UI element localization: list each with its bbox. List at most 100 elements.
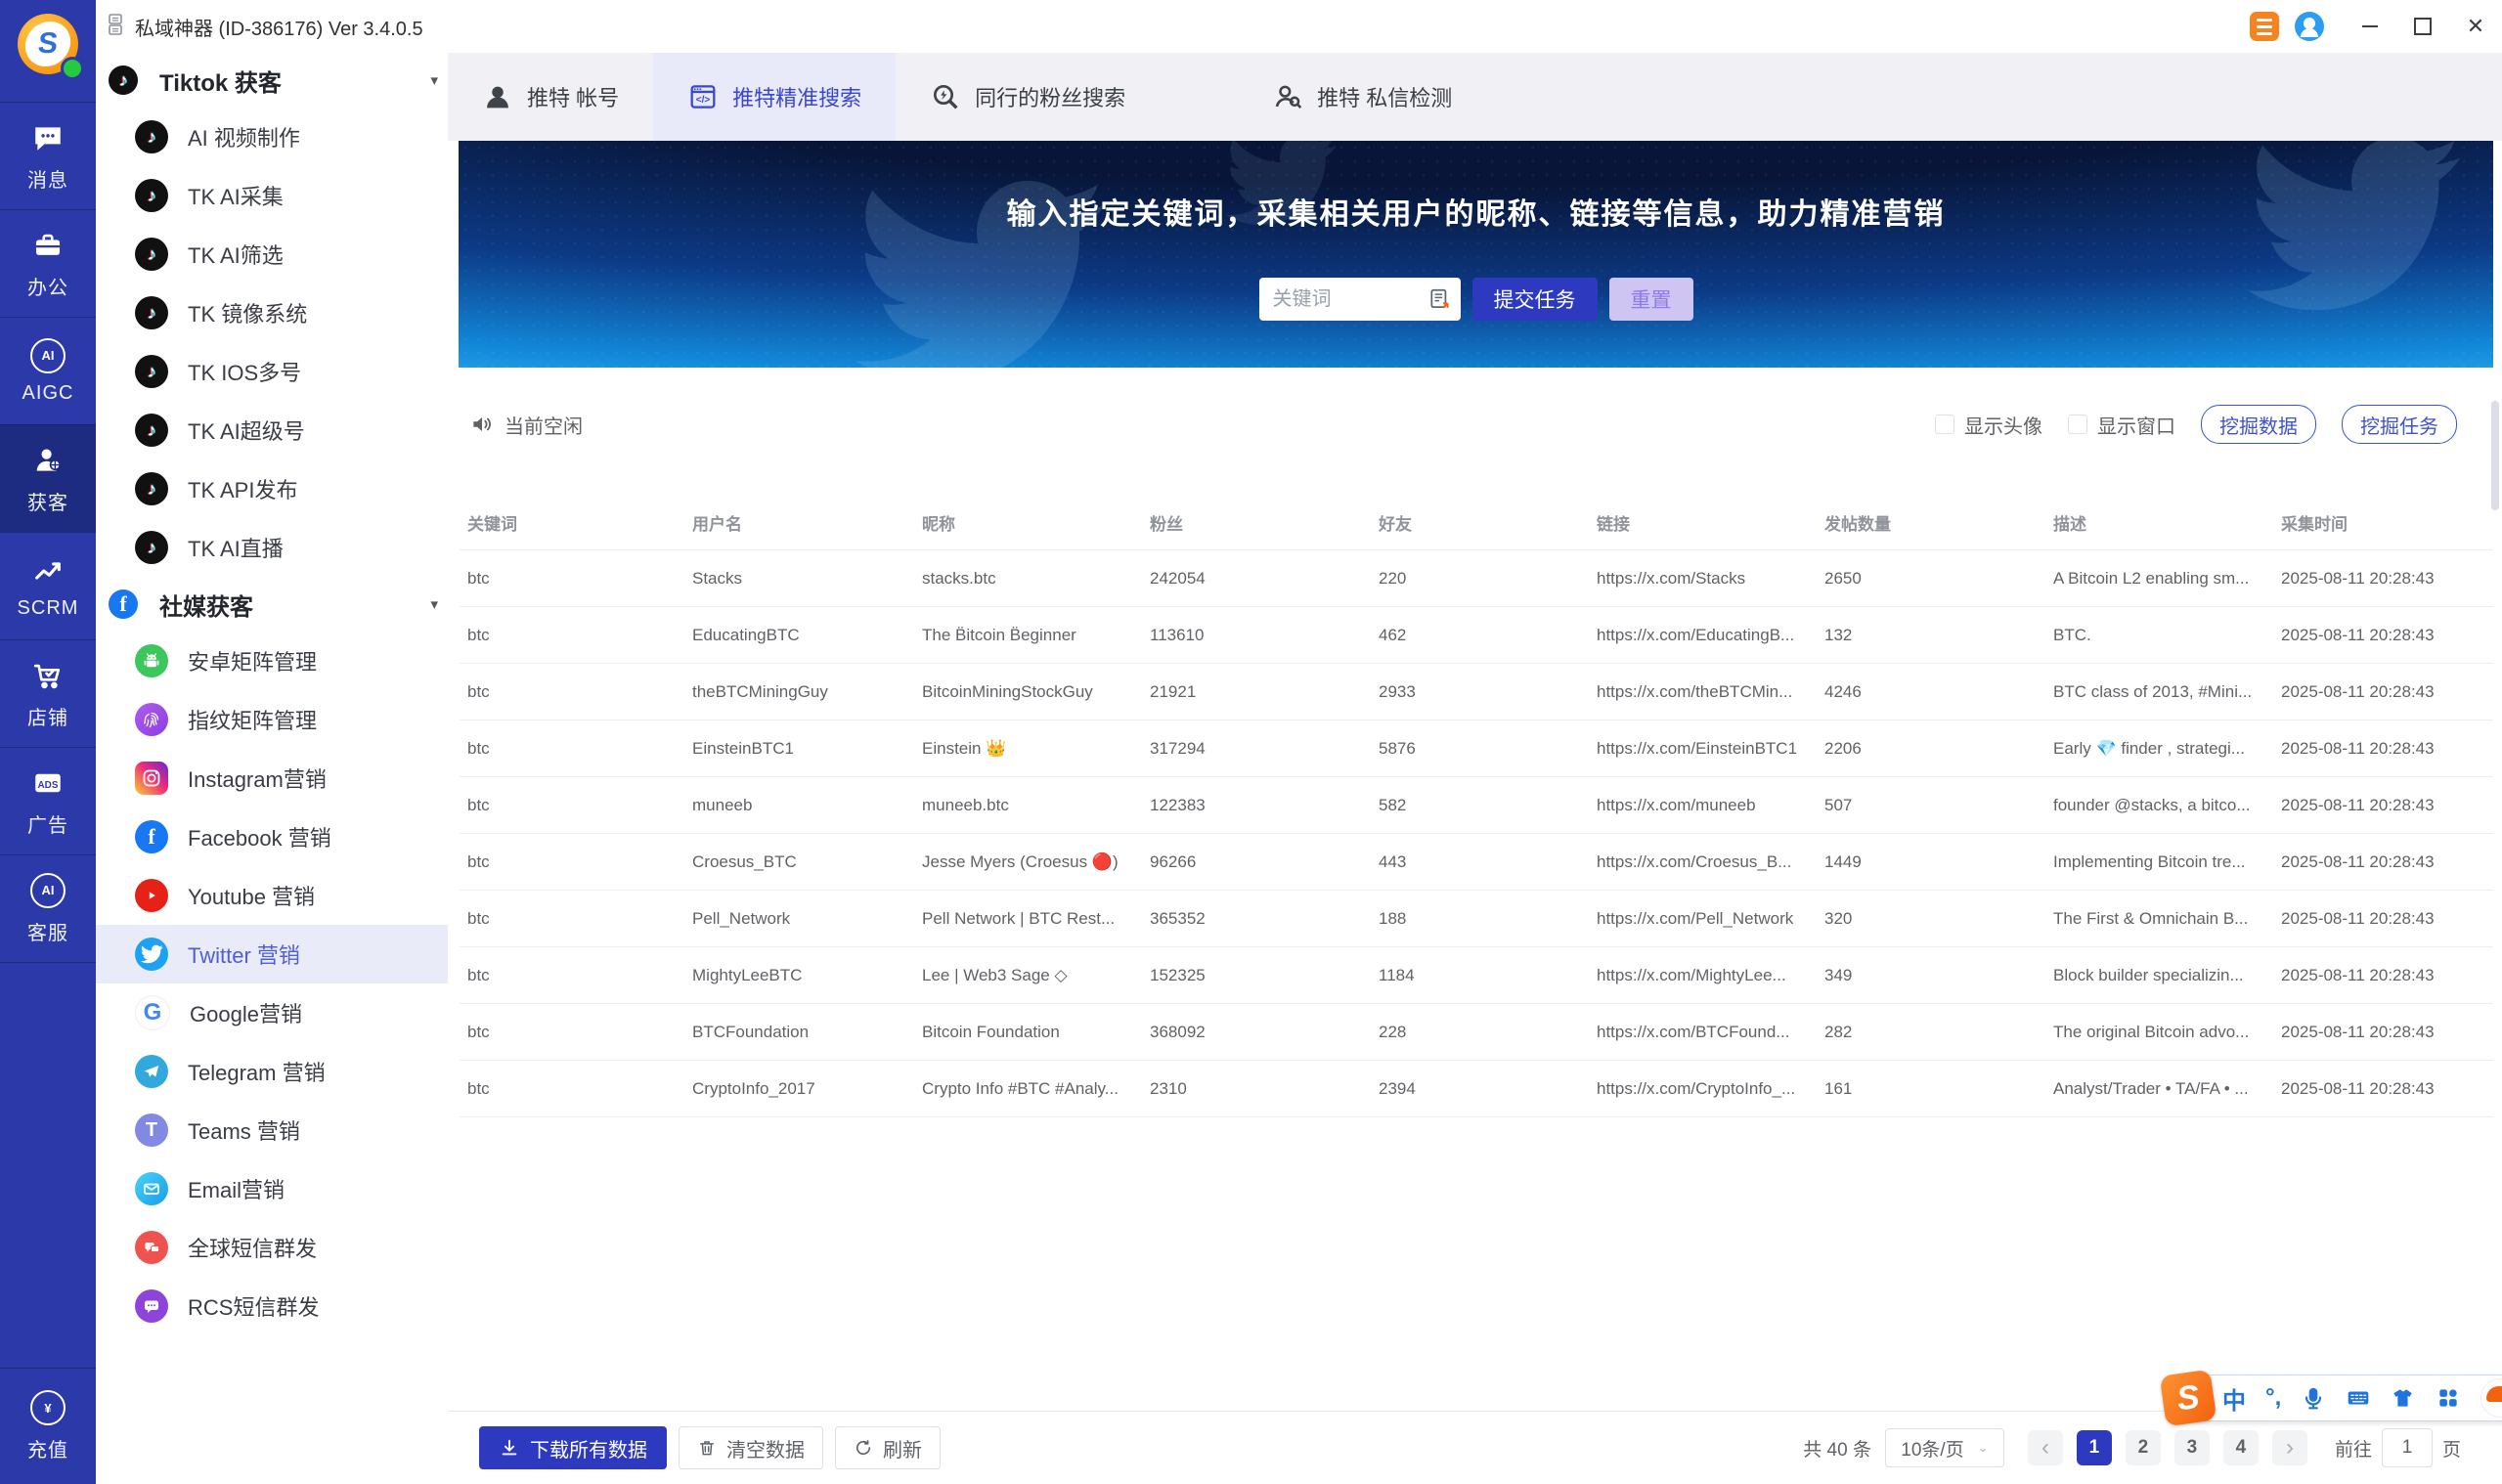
sidebar-item-rcs-sms[interactable]: RCS短信群发 <box>96 1277 448 1335</box>
rail-item-aigc[interactable]: AI AIGC <box>0 317 96 424</box>
tab-bar: 推特 帐号 </> 推特精准搜索 同行的粉丝搜索 推特 私信检测 <box>448 53 2502 141</box>
cell-nickname: Pell Network | BTC Rest... <box>914 890 1142 947</box>
sidebar-item-youtube[interactable]: Youtube 营销 <box>96 866 448 925</box>
chevron-down-icon[interactable]: ▾ <box>430 72 438 89</box>
rail-item-service[interactable]: AI 客服 <box>0 854 96 962</box>
code-window-icon: </> <box>690 85 716 109</box>
sidebar-item-ai-video[interactable]: ♪ AI 视频制作 <box>96 108 448 166</box>
microphone-icon[interactable] <box>2301 1385 2326 1411</box>
reset-button[interactable]: 重置 <box>1608 278 1693 321</box>
tab-peer-followers-search[interactable]: 同行的粉丝搜索 <box>896 53 1160 141</box>
keyword-input[interactable] <box>1258 278 1461 321</box>
cell-time: 2025-08-11 20:28:43 <box>2273 663 2493 720</box>
page-button-1[interactable]: 1 <box>2076 1430 2112 1465</box>
clear-data-button[interactable]: 清空数据 <box>679 1426 823 1469</box>
rail-item-ads[interactable]: ADS 广告 <box>0 747 96 854</box>
chevron-down-icon[interactable]: ▾ <box>430 596 438 613</box>
sidebar-item-global-sms[interactable]: 全球短信群发 <box>96 1218 448 1277</box>
rail-item-recharge[interactable]: ¥ 充值 <box>0 1368 96 1484</box>
svg-text:</>: </> <box>696 95 711 106</box>
page-button-4[interactable]: 4 <box>2222 1430 2259 1465</box>
page-size-select[interactable]: 10条/页 ⌄ <box>1884 1428 2004 1467</box>
sidebar-item-telegram[interactable]: Telegram 营销 <box>96 1042 448 1101</box>
cell-posts: 282 <box>1817 1003 2045 1061</box>
paste-task-icon[interactable] <box>1427 286 1453 312</box>
sidebar-item-fingerprint-matrix[interactable]: 指纹矩阵管理 <box>96 690 448 749</box>
orange-tray-icon[interactable] <box>2250 12 2279 41</box>
rail-item-leads[interactable]: 获客 <box>0 424 96 532</box>
cell-desc: The original Bitcoin advo... <box>2045 1003 2273 1061</box>
goto-unit: 页 <box>2441 1439 2461 1461</box>
sidebar-item-teams[interactable]: T Teams 营销 <box>96 1101 448 1159</box>
tab-twitter-accounts[interactable]: 推特 帐号 <box>448 53 653 141</box>
checkbox[interactable] <box>2068 415 2087 434</box>
keyboard-icon[interactable] <box>2346 1385 2371 1411</box>
toolbox-grid-icon[interactable] <box>2436 1385 2461 1411</box>
tiktok-icon: ♪ <box>135 238 168 271</box>
prev-page-button[interactable]: ‹ <box>2027 1430 2063 1465</box>
cell-username: Croesus_BTC <box>684 833 914 891</box>
ime-chinese-mode-icon[interactable]: 中 <box>2222 1387 2246 1415</box>
show-window-checkbox[interactable]: 显示窗口 <box>2068 411 2175 439</box>
sidebar-item-facebook[interactable]: f Facebook 营销 <box>96 807 448 866</box>
sidebar-section-tiktok[interactable]: ♪ Tiktok 获客 ▾ <box>96 53 448 108</box>
ime-punctuation-icon[interactable]: °, <box>2265 1384 2282 1411</box>
download-icon <box>502 1439 517 1456</box>
twitter-icon <box>135 938 168 971</box>
goto-page-input[interactable] <box>2381 1428 2433 1467</box>
download-all-button[interactable]: 下载所有数据 <box>479 1426 667 1469</box>
maximize-button[interactable] <box>2396 0 2449 53</box>
cell-fans: 152325 <box>1142 946 1371 1004</box>
sidebar-item-tk-super[interactable]: ♪ TK AI超级号 <box>96 401 448 459</box>
cell-friends: 1184 <box>1371 946 1589 1004</box>
sidebar-item-tk-collect[interactable]: ♪ TK AI采集 <box>96 166 448 225</box>
skin-shirt-icon[interactable] <box>2391 1385 2416 1411</box>
sidebar-item-tk-mirror[interactable]: ♪ TK 镜像系统 <box>96 284 448 342</box>
sidebar-item-tk-live[interactable]: ♪ TK AI直播 <box>96 518 448 577</box>
show-avatar-checkbox[interactable]: 显示头像 <box>1935 411 2042 439</box>
cell-nickname: Lee | Web3 Sage ◇ <box>914 946 1142 1004</box>
rail-label: 办公 <box>27 277 68 299</box>
tab-twitter-precise-search[interactable]: </> 推特精准搜索 <box>653 53 897 141</box>
banner-form: 提交任务 重置 <box>459 278 2493 321</box>
table-row: btc MightyLeeBTC Lee | Web3 Sage ◇ 152325 11… <box>460 946 2493 1004</box>
sidebar-item-tk-ios[interactable]: ♪ TK IOS多号 <box>96 342 448 401</box>
page-button-3[interactable]: 3 <box>2173 1430 2210 1465</box>
cell-desc: Block builder specializin... <box>2045 946 2273 1004</box>
scrollbar-thumb[interactable] <box>2491 401 2499 510</box>
sidebar-item-label: TK AI采集 <box>188 185 284 209</box>
checkbox[interactable] <box>1935 415 1954 434</box>
sidebar-item-instagram[interactable]: Instagram营销 <box>96 749 448 807</box>
refresh-button[interactable]: 刷新 <box>835 1426 941 1469</box>
cell-time: 2025-08-11 20:28:43 <box>2273 606 2493 664</box>
submit-task-button[interactable]: 提交任务 <box>1471 278 1598 321</box>
mine-task-button[interactable]: 挖掘任务 <box>2342 405 2457 444</box>
rail-item-office[interactable]: 办公 <box>0 209 96 317</box>
rail-item-shop[interactable]: 店铺 <box>0 639 96 747</box>
sidebar-item-android-matrix[interactable]: 安卓矩阵管理 <box>96 632 448 690</box>
status-text: 当前空闲 <box>505 415 583 438</box>
blue-tray-icon[interactable] <box>2295 12 2324 41</box>
tab-twitter-dm-check[interactable]: 推特 私信检测 <box>1238 53 1486 141</box>
app-logo[interactable]: S <box>0 0 96 102</box>
instagram-icon <box>135 762 168 795</box>
sidebar-item-tk-api[interactable]: ♪ TK API发布 <box>96 459 448 518</box>
sogou-logo-icon[interactable]: S <box>2159 1369 2217 1427</box>
sidebar-item-label: 安卓矩阵管理 <box>188 650 318 675</box>
sidebar-item-google[interactable]: G Google营销 <box>96 983 448 1042</box>
sidebar-item-twitter[interactable]: Twitter 营销 <box>96 925 448 983</box>
cell-link: https://x.com/CryptoInfo_... <box>1589 1060 1817 1117</box>
ime-mascot-icon[interactable] <box>2480 1378 2502 1418</box>
mine-data-button[interactable]: 挖掘数据 <box>2201 405 2316 444</box>
rail-item-messages[interactable]: 消息 <box>0 102 96 209</box>
page-button-2[interactable]: 2 <box>2125 1430 2161 1465</box>
rail-item-scrm[interactable]: SCRM <box>0 532 96 639</box>
sidebar-item-tk-filter[interactable]: ♪ TK AI筛选 <box>96 225 448 284</box>
next-page-button[interactable]: › <box>2271 1430 2307 1465</box>
close-button[interactable]: ✕ <box>2466 14 2485 38</box>
sidebar-item-email[interactable]: Email营销 <box>96 1159 448 1218</box>
minimize-button[interactable] <box>2344 0 2396 53</box>
sidebar-section-social[interactable]: f 社媒获客 ▾ <box>96 577 448 632</box>
trash-icon <box>700 1441 714 1456</box>
